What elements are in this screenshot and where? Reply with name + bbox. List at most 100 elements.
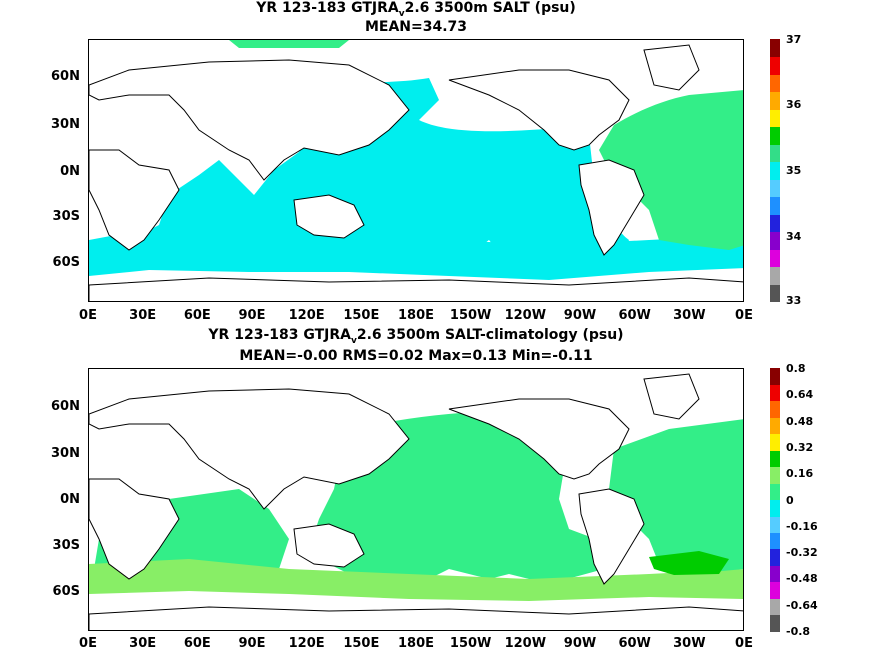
p2-colorbar-segment [770, 384, 780, 402]
p1-lon-tick: 90W [563, 308, 597, 323]
africa-2 [89, 478, 180, 580]
p2-cbar-label: -0.64 [786, 598, 818, 612]
p2-cbar-label: 0.48 [786, 414, 814, 428]
p1-colorbar-segment [770, 249, 780, 268]
p1-cbar-label-34: 34 [786, 230, 802, 243]
p2-colorbar-segment [770, 515, 780, 533]
p1-colorbar-segment [770, 74, 780, 93]
p2-cbar-label: -0.32 [786, 546, 818, 560]
p2-lon-tick: 90E [238, 636, 266, 651]
p2-lon-tick: 120E [288, 636, 325, 651]
south-america [578, 159, 645, 256]
australia [293, 194, 365, 239]
panel2-field [89, 369, 743, 630]
p2-cbar-label: 0.64 [786, 388, 814, 402]
panel2-title: YR 123-183 GTJRAv2.6 3500m SALT-climatol… [208, 327, 624, 346]
panel1-map [88, 39, 744, 302]
greenland [643, 44, 700, 91]
p2-lat-0n: 0N [60, 492, 80, 507]
p2-lon-tick: 30W [673, 636, 706, 651]
p1-lon-tick: 90E [238, 308, 266, 323]
p1-lon-tick: 30W [673, 308, 706, 323]
p2-colorbar-segment [770, 368, 780, 385]
australia-2 [293, 523, 365, 568]
p2-cbar-label: -0.8 [786, 625, 811, 638]
p1-lon-tick: 0E [735, 308, 753, 323]
atlantic-field [599, 90, 743, 250]
p2-lon-tick: 120W [504, 636, 547, 651]
p1-colorbar-segment [770, 214, 780, 233]
africa [89, 149, 180, 251]
p1-lat-60n: 60N [51, 69, 80, 84]
p2-lat-60s: 60S [52, 584, 80, 599]
p1-colorbar-segment [770, 91, 780, 110]
p2-lon-tick: 150E [343, 636, 380, 651]
p2-cbar-label: -0.16 [786, 519, 818, 533]
greenland-2 [643, 373, 700, 420]
p1-lon-tick: 60W [618, 308, 651, 323]
p1-colorbar-segment [770, 144, 780, 163]
p2-lon-tick: 0E [79, 636, 97, 651]
p2-colorbar-segment [770, 466, 780, 484]
p2-colorbar-segment [770, 417, 780, 435]
p1-colorbar-segment [770, 109, 780, 128]
south-america-2 [578, 488, 645, 585]
p2-cbar-label: 0 [786, 493, 794, 507]
p1-lon-tick: 0E [79, 308, 97, 323]
panel1-colorbar [770, 39, 780, 303]
panel1-title: YR 123-183 GTJRAv2.6 3500m SALT (psu) [256, 0, 576, 19]
southern-ocean-band [89, 225, 743, 280]
panel2-colorbar [770, 368, 780, 632]
p1-cbar-label-35: 35 [786, 164, 802, 177]
p1-colorbar-segment [770, 56, 780, 75]
atlantic-positive-patch [649, 551, 729, 575]
p1-cbar-label-33: 33 [786, 294, 802, 307]
p1-lat-30n: 30N [51, 117, 80, 132]
p1-colorbar-segment [770, 231, 780, 250]
p2-lon-tick: 60E [183, 636, 211, 651]
north-america [448, 69, 630, 151]
p2-lat-60n: 60N [51, 399, 80, 414]
panel1-subtitle: MEAN=34.73 [364, 19, 468, 35]
p2-lon-tick: 180E [397, 636, 435, 651]
atlantic-anomaly-field [609, 419, 743, 574]
continents [89, 44, 743, 301]
p2-colorbar-segment [770, 400, 780, 418]
p1-lon-tick: 180E [397, 308, 435, 323]
p2-colorbar-segment [770, 581, 780, 599]
p1-lon-tick: 150W [449, 308, 492, 323]
p2-colorbar-segment [770, 450, 780, 468]
p1-colorbar-segment [770, 284, 780, 303]
p2-colorbar-segment [770, 548, 780, 566]
p2-colorbar-segment [770, 598, 780, 616]
p1-cbar-label-36: 36 [786, 98, 802, 111]
p2-cbar-label: 0.8 [786, 362, 806, 375]
p2-lon-tick: 30E [129, 636, 157, 651]
p2-colorbar-segment [770, 565, 780, 583]
p2-colorbar-segment [770, 433, 780, 451]
p2-lon-tick: 60W [618, 636, 651, 651]
panel2-subtitle: MEAN=-0.00 RMS=0.02 Max=0.13 Min=-0.11 [239, 348, 593, 364]
arctic-strip [229, 40, 349, 48]
p1-lat-0n: 0N [60, 164, 80, 179]
p1-lat-30s: 30S [52, 209, 80, 224]
continents-2 [89, 373, 743, 630]
p2-cbar-label: 0.32 [786, 440, 814, 454]
p2-colorbar-segment [770, 483, 780, 501]
p2-lon-tick: 90W [563, 636, 597, 651]
p2-colorbar-segment [770, 532, 780, 550]
eurasia [89, 59, 410, 181]
p1-colorbar-segment [770, 196, 780, 215]
p2-lat-30n: 30N [51, 446, 80, 461]
p1-colorbar-segment [770, 126, 780, 145]
p2-lon-tick: 0E [735, 636, 753, 651]
p1-lon-tick: 120E [288, 308, 325, 323]
p2-cbar-label: -0.48 [786, 572, 818, 586]
indo-pacific-field [94, 78, 629, 270]
p2-cbar-label: 0.16 [786, 467, 814, 481]
p1-colorbar-segment [770, 39, 780, 57]
antarctica-2 [89, 606, 743, 630]
p2-lat-30s: 30S [52, 538, 80, 553]
p1-colorbar-segment [770, 266, 780, 285]
p2-colorbar-segment [770, 499, 780, 517]
